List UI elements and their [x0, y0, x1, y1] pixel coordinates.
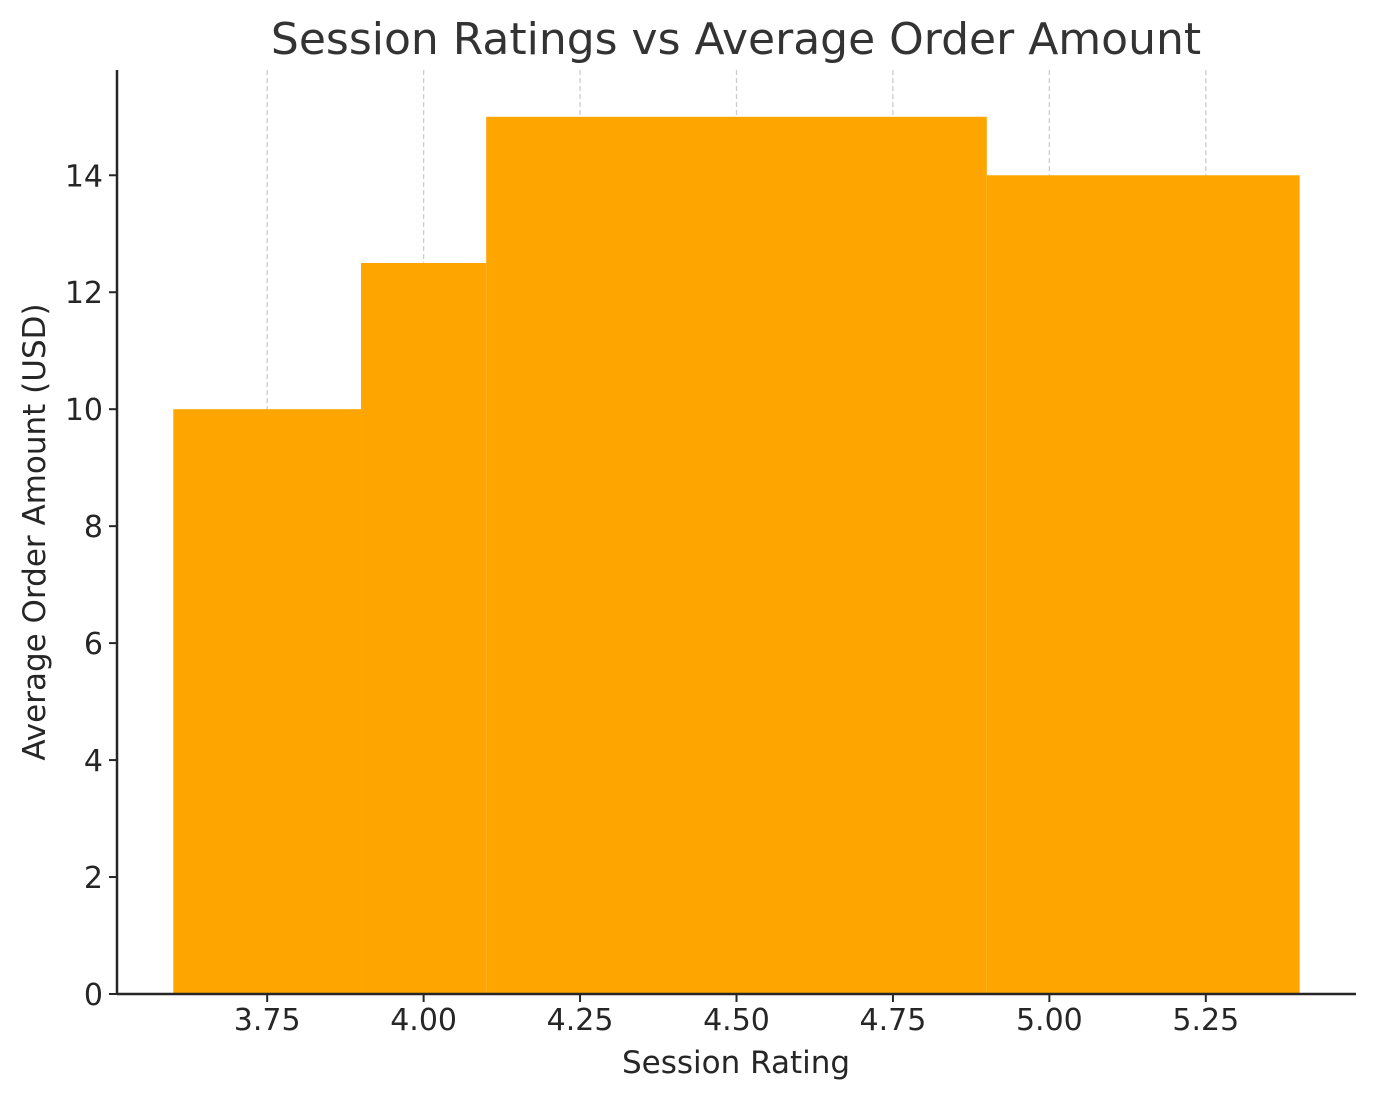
y-tick-label: 8 — [84, 510, 103, 545]
y-tick-label: 14 — [65, 159, 103, 194]
y-ticks: 0 2 4 6 8 10 12 14 — [65, 159, 117, 1013]
y-tick-label: 10 — [65, 393, 103, 428]
y-tick-label: 6 — [84, 627, 103, 662]
bars — [173, 116, 1300, 995]
x-tick-label: 4.50 — [703, 1003, 770, 1038]
y-tick-label: 2 — [84, 861, 103, 896]
y-tick-label: 4 — [84, 744, 103, 779]
y-tick-label: 12 — [65, 276, 103, 311]
bar — [361, 262, 487, 995]
x-ticks: 3.75 4.00 4.25 4.50 4.75 5.00 5.25 — [234, 994, 1239, 1038]
x-axis-label: Session Rating — [622, 1045, 850, 1081]
chart-title: Session Ratings vs Average Order Amount — [271, 14, 1201, 65]
x-tick-label: 3.75 — [234, 1003, 301, 1038]
bar — [173, 409, 362, 994]
y-tick-label: 0 — [84, 978, 103, 1013]
x-tick-label: 4.25 — [547, 1003, 614, 1038]
x-tick-label: 5.00 — [1016, 1003, 1083, 1038]
bar — [986, 175, 1300, 995]
bar — [486, 116, 987, 995]
x-tick-label: 5.25 — [1172, 1003, 1239, 1038]
x-tick-label: 4.00 — [390, 1003, 457, 1038]
x-tick-label: 4.75 — [860, 1003, 927, 1038]
y-axis-label: Average Order Amount (USD) — [17, 303, 53, 760]
